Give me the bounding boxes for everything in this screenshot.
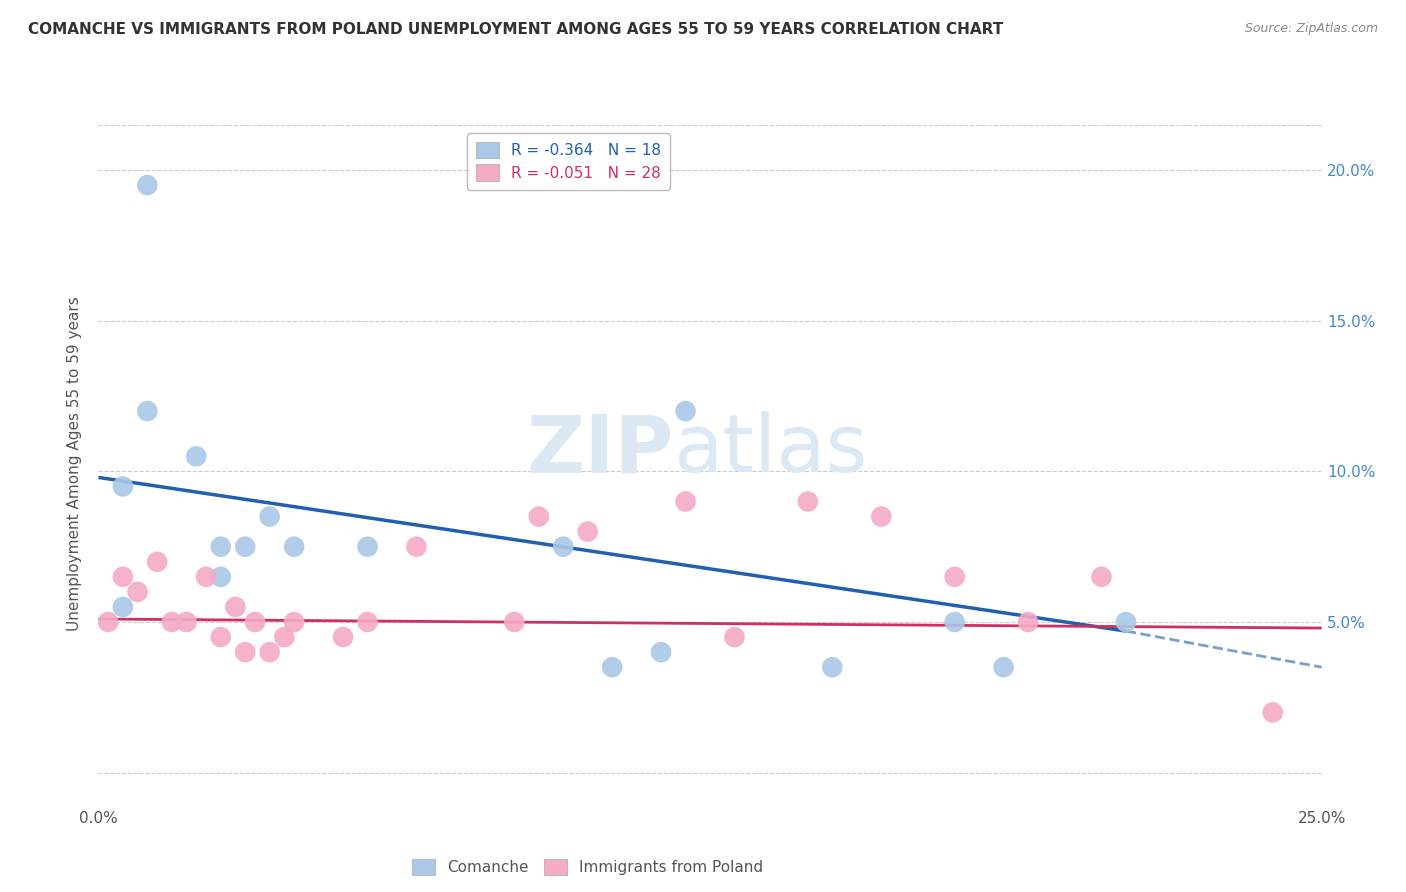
Point	[993, 660, 1015, 674]
Point	[1090, 570, 1112, 584]
Point	[176, 615, 198, 629]
Point	[405, 540, 427, 554]
Point	[160, 615, 183, 629]
Point	[870, 509, 893, 524]
Point	[97, 615, 120, 629]
Point	[111, 479, 134, 493]
Point	[209, 630, 232, 644]
Point	[503, 615, 526, 629]
Point	[224, 599, 246, 614]
Point	[111, 570, 134, 584]
Point	[136, 178, 159, 193]
Point	[1261, 706, 1284, 720]
Point	[1017, 615, 1039, 629]
Legend: Comanche, Immigrants from Poland: Comanche, Immigrants from Poland	[405, 851, 770, 883]
Point	[136, 404, 159, 418]
Point	[332, 630, 354, 644]
Text: Source: ZipAtlas.com: Source: ZipAtlas.com	[1244, 22, 1378, 36]
Point	[576, 524, 599, 539]
Point	[259, 645, 281, 659]
Point	[943, 615, 966, 629]
Point	[233, 645, 256, 659]
Point	[675, 494, 697, 508]
Point	[283, 615, 305, 629]
Point	[675, 404, 697, 418]
Point	[233, 540, 256, 554]
Point	[943, 570, 966, 584]
Point	[723, 630, 745, 644]
Text: COMANCHE VS IMMIGRANTS FROM POLAND UNEMPLOYMENT AMONG AGES 55 TO 59 YEARS CORREL: COMANCHE VS IMMIGRANTS FROM POLAND UNEMP…	[28, 22, 1004, 37]
Point	[111, 599, 134, 614]
Point	[146, 555, 169, 569]
Point	[553, 540, 575, 554]
Point	[209, 570, 232, 584]
Point	[356, 540, 378, 554]
Point	[209, 540, 232, 554]
Point	[186, 450, 208, 464]
Point	[243, 615, 266, 629]
Y-axis label: Unemployment Among Ages 55 to 59 years: Unemployment Among Ages 55 to 59 years	[67, 296, 83, 632]
Text: atlas: atlas	[673, 411, 868, 490]
Point	[127, 585, 149, 599]
Point	[273, 630, 295, 644]
Text: ZIP: ZIP	[526, 411, 673, 490]
Point	[650, 645, 672, 659]
Point	[821, 660, 844, 674]
Point	[283, 540, 305, 554]
Point	[600, 660, 623, 674]
Point	[259, 509, 281, 524]
Point	[797, 494, 820, 508]
Point	[527, 509, 550, 524]
Point	[1115, 615, 1137, 629]
Point	[195, 570, 218, 584]
Point	[356, 615, 378, 629]
